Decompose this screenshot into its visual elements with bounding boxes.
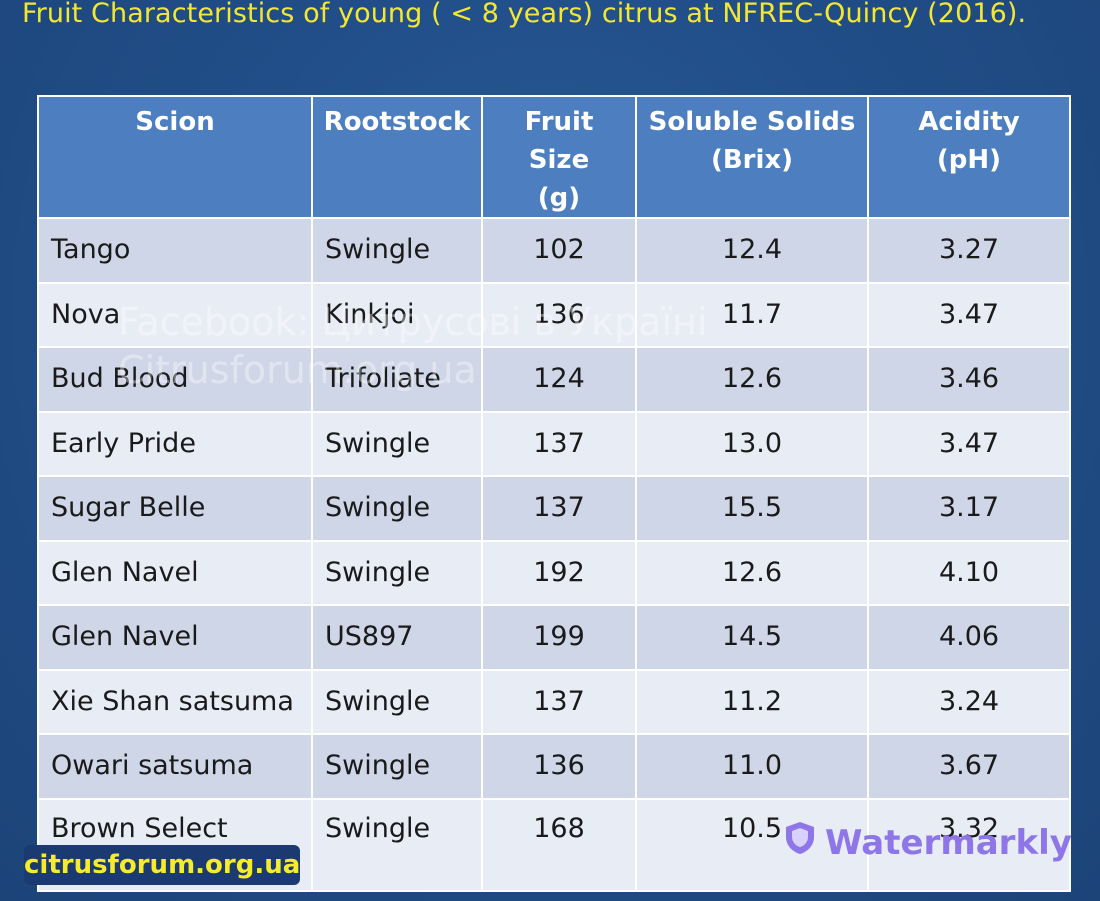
cell-scion: Early Pride <box>37 410 313 477</box>
cell-acidity: 3.47 <box>867 281 1071 348</box>
cell-rootstock: Kinkjoi <box>311 281 483 348</box>
cell-soluble-solids: 15.5 <box>635 475 869 542</box>
cell-fruit-size: 124 <box>481 346 637 413</box>
cell-soluble-solids: 10.5 <box>635 797 869 892</box>
table-header-row: Scion Rootstock Fruit Size (g) Soluble So… <box>37 95 1071 219</box>
cell-fruit-size: 168 <box>481 797 637 892</box>
slide-title: Fruit Characteristics of young ( < 8 yea… <box>22 0 1027 29</box>
cell-fruit-size: 137 <box>481 475 637 542</box>
header-soluble-solids: Soluble Solids (Brix) <box>635 95 869 219</box>
cell-soluble-solids: 12.6 <box>635 539 869 606</box>
header-rootstock: Rootstock <box>311 95 483 219</box>
cell-acidity: 3.17 <box>867 475 1071 542</box>
cell-scion: Sugar Belle <box>37 475 313 542</box>
cell-fruit-size: 137 <box>481 668 637 735</box>
cell-scion: Glen Navel <box>37 604 313 671</box>
shield-icon <box>783 820 817 865</box>
cell-scion: Glen Navel <box>37 539 313 606</box>
cell-soluble-solids: 12.6 <box>635 346 869 413</box>
cell-scion: Nova <box>37 281 313 348</box>
table-row: Tango Swingle 102 12.4 3.27 <box>37 217 1071 284</box>
cell-rootstock: Swingle <box>311 410 483 477</box>
cell-acidity: 4.06 <box>867 604 1071 671</box>
cell-rootstock: Trifoliate <box>311 346 483 413</box>
table-row: Bud Blood Trifoliate 124 12.6 3.46 <box>37 346 1071 413</box>
cell-rootstock: Swingle <box>311 217 483 284</box>
cell-fruit-size: 102 <box>481 217 637 284</box>
cell-fruit-size: 199 <box>481 604 637 671</box>
cell-fruit-size: 137 <box>481 410 637 477</box>
header-fruit-size: Fruit Size (g) <box>481 95 637 219</box>
header-acidity: Acidity (pH) <box>867 95 1071 219</box>
table-row: Glen Navel Swingle 192 12.6 4.10 <box>37 539 1071 606</box>
cell-soluble-solids: 11.7 <box>635 281 869 348</box>
cell-fruit-size: 192 <box>481 539 637 606</box>
cell-rootstock: Swingle <box>311 733 483 800</box>
cell-soluble-solids: 14.5 <box>635 604 869 671</box>
cell-soluble-solids: 11.0 <box>635 733 869 800</box>
cell-soluble-solids: 13.0 <box>635 410 869 477</box>
table-row: Early Pride Swingle 137 13.0 3.47 <box>37 410 1071 477</box>
corner-watermark: citrusforum.org.ua <box>24 845 300 885</box>
cell-scion: Owari satsuma <box>37 733 313 800</box>
cell-soluble-solids: 11.2 <box>635 668 869 735</box>
table-row: Glen Navel US897 199 14.5 4.06 <box>37 604 1071 671</box>
cell-fruit-size: 136 <box>481 281 637 348</box>
table-row: Nova Kinkjoi 136 11.7 3.47 <box>37 281 1071 348</box>
cell-acidity: 3.32 <box>867 797 1071 892</box>
table-row: Owari satsuma Swingle 136 11.0 3.67 <box>37 733 1071 800</box>
cell-fruit-size: 136 <box>481 733 637 800</box>
cell-acidity: 3.27 <box>867 217 1071 284</box>
cell-acidity: 3.47 <box>867 410 1071 477</box>
table-row: Sugar Belle Swingle 137 15.5 3.17 <box>37 475 1071 542</box>
table-row: Xie Shan satsuma Swingle 137 11.2 3.24 <box>37 668 1071 735</box>
fruit-characteristics-table: Scion Rootstock Fruit Size (g) Soluble So… <box>37 95 1071 892</box>
header-scion: Scion <box>37 95 313 219</box>
cell-rootstock: Swingle <box>311 797 483 892</box>
cell-acidity: 3.46 <box>867 346 1071 413</box>
watermarkly-label: Watermarkly <box>825 822 1072 863</box>
cell-scion: Tango <box>37 217 313 284</box>
cell-rootstock: US897 <box>311 604 483 671</box>
cell-rootstock: Swingle <box>311 539 483 606</box>
watermarkly-badge: Watermarkly <box>783 820 1072 865</box>
cell-rootstock: Swingle <box>311 668 483 735</box>
cell-acidity: 3.24 <box>867 668 1071 735</box>
cell-soluble-solids: 12.4 <box>635 217 869 284</box>
table-body: Tango Swingle 102 12.4 3.27 Nova Kinkjoi 136 11.… <box>37 217 1071 892</box>
cell-acidity: 3.67 <box>867 733 1071 800</box>
cell-acidity: 4.10 <box>867 539 1071 606</box>
cell-scion: Bud Blood <box>37 346 313 413</box>
cell-rootstock: Swingle <box>311 475 483 542</box>
cell-scion: Xie Shan satsuma <box>37 668 313 735</box>
